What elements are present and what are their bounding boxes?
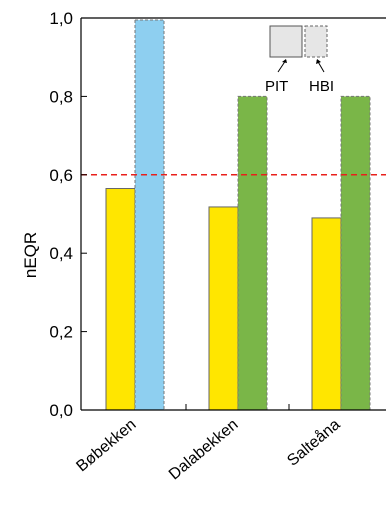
y-tick-label: 0,0 (49, 401, 73, 420)
y-tick-label: 0,6 (49, 166, 73, 185)
y-tick-label: 1,0 (49, 9, 73, 28)
bar-hbi-2 (237, 95, 268, 411)
x-category-label: Dalabekken (166, 416, 242, 483)
legend-hbi-arrowhead (316, 59, 321, 64)
y-tick-label: 0,2 (49, 323, 73, 342)
legend-hbi-swatch (304, 25, 328, 58)
bar-pit-3 (311, 217, 342, 411)
y-ticks: 0,0 0,2 0,4 0,6 0,8 1,0 (49, 9, 87, 420)
axes (80, 17, 386, 411)
bar-hbi-1 (134, 19, 165, 411)
legend: PIT HBI (265, 25, 334, 95)
x-category-label: Bøbekken (73, 416, 139, 475)
legend-pit-swatch (269, 25, 303, 58)
legend-hbi-label: HBI (309, 78, 334, 95)
bar-pit-1 (105, 188, 136, 411)
bar-hbi-3 (340, 95, 371, 411)
y-tick-label: 0,4 (49, 244, 73, 263)
plot-area (105, 19, 371, 411)
y-tick-label: 0,8 (49, 87, 73, 106)
y-axis-title: nEQR (21, 232, 40, 278)
legend-pit-label: PIT (265, 78, 288, 95)
x-categories: Bøbekken Dalabekken Salteåna (73, 404, 344, 483)
bar-pit-2 (208, 206, 239, 411)
x-category-label: Salteåna (284, 415, 344, 469)
legend-pit-arrowhead (282, 59, 287, 63)
